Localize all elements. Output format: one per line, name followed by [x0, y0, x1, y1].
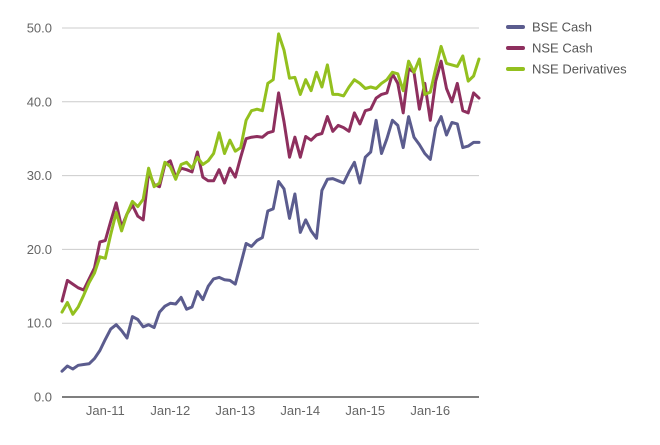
x-tick-label: Jan-13 [215, 403, 255, 418]
x-tick-label: Jan-16 [410, 403, 450, 418]
y-tick-label: 40.0 [27, 94, 52, 109]
series-lines [60, 32, 481, 373]
y-tick-label: 0.0 [34, 390, 52, 405]
legend-label-nse-derivatives: NSE Derivatives [532, 62, 627, 77]
x-tick-label: Jan-15 [345, 403, 385, 418]
legend: BSE Cash NSE Cash NSE Derivatives [506, 20, 627, 77]
y-tick-label: 20.0 [27, 242, 52, 257]
y-tick-label: 30.0 [27, 168, 52, 183]
series-line-bse-cash [60, 115, 481, 373]
x-tick-label: Jan-14 [280, 403, 320, 418]
y-tick-label: 50.0 [27, 21, 52, 36]
series-line-nse-cash [60, 59, 481, 303]
x-axis-tick-labels: Jan-11 Jan-12 Jan-13 Jan-14 Jan-15 Jan-16 [86, 403, 450, 418]
y-axis-tick-labels: 0.0 10.0 20.0 30.0 40.0 50.0 [27, 21, 52, 405]
x-tick-label: Jan-11 [86, 403, 125, 418]
y-tick-label: 10.0 [27, 316, 52, 331]
series-line-nse-derivatives [60, 32, 481, 316]
x-tick-label: Jan-12 [150, 403, 190, 418]
legend-label-nse-cash: NSE Cash [532, 41, 593, 56]
legend-label-bse-cash: BSE Cash [532, 20, 592, 35]
